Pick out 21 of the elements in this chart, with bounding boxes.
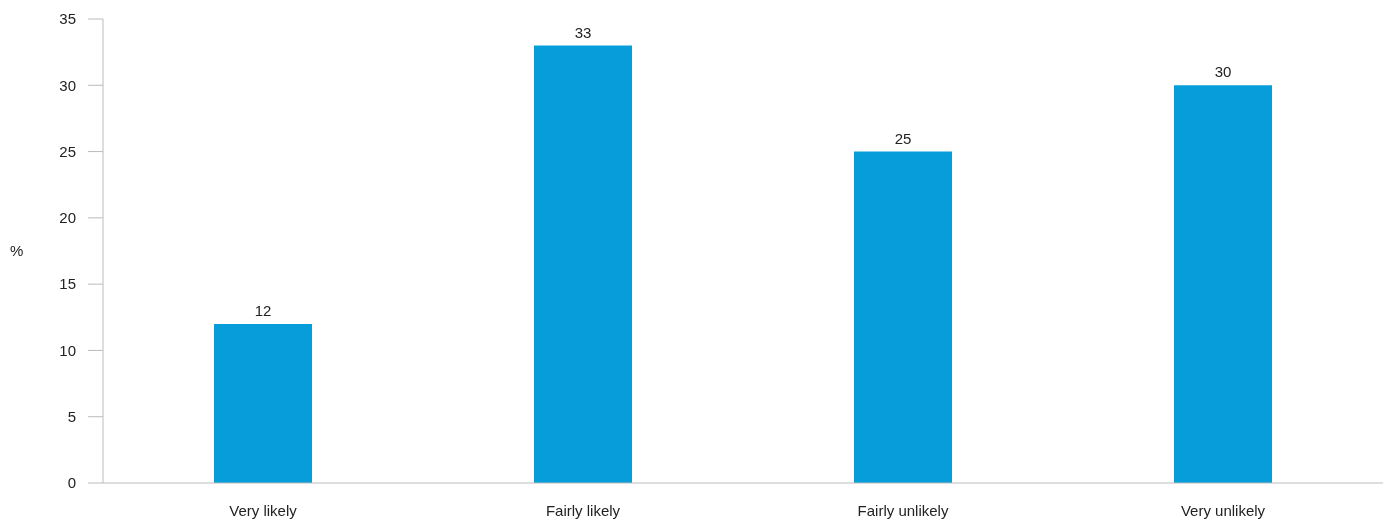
x-tick-label: Fairly likely (545, 501, 621, 519)
y-tick-label: 15 (59, 275, 76, 293)
data-label: 30 (1214, 63, 1232, 81)
x-tick-label: Very likely (229, 501, 298, 519)
bar (534, 45, 632, 483)
y-tick-label: 20 (59, 209, 76, 227)
bar (214, 323, 312, 483)
bar (854, 151, 952, 483)
x-tick-label: Very unlikely (1180, 501, 1266, 519)
y-axis-title: % (10, 242, 24, 260)
y-tick-label: 35 (59, 10, 76, 28)
data-label: 33 (574, 23, 592, 41)
y-tick-label: 25 (59, 142, 76, 160)
y-tick-label: 5 (67, 408, 76, 426)
y-tick-label: 10 (59, 341, 76, 359)
data-label: 12 (254, 301, 272, 319)
data-label: 25 (894, 129, 912, 147)
y-tick-label: 30 (59, 76, 76, 94)
x-tick-label: Fairly unlikely (857, 501, 949, 519)
bar (1174, 85, 1272, 483)
y-tick-label: 0 (67, 474, 76, 492)
